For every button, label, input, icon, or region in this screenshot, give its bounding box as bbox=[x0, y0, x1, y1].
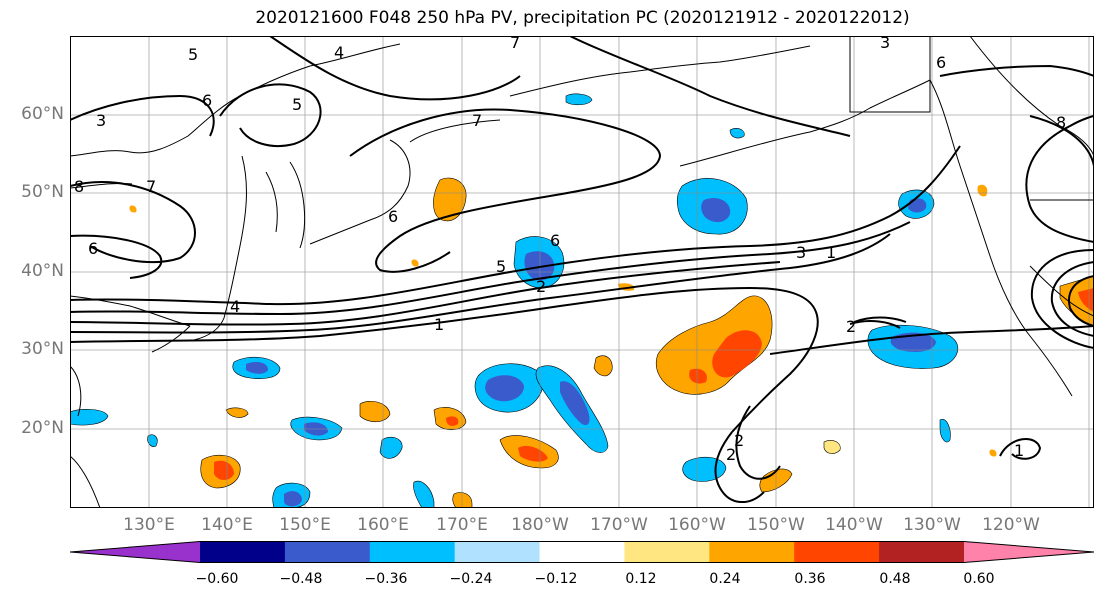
contour-label: 4 bbox=[334, 43, 344, 62]
contour-label: 2 bbox=[726, 445, 736, 464]
contour-labels: 5 4 7 3 6 8 7 6 6 5 4 6 5 2 1 3 1 2 2 6 … bbox=[74, 36, 1066, 464]
lat-label: 60°N bbox=[21, 104, 64, 124]
contour-label: 2 bbox=[846, 317, 856, 336]
colorbar-tick-label: −0.24 bbox=[449, 571, 493, 587]
colorbar-swatch bbox=[794, 541, 880, 563]
lon-label: 150°W bbox=[747, 515, 805, 535]
colorbar-swatch bbox=[879, 541, 965, 563]
lon-label: 170°W bbox=[590, 515, 648, 535]
graticule bbox=[70, 36, 1094, 508]
contour-label: 5 bbox=[292, 95, 302, 114]
lat-label: 50°N bbox=[21, 182, 64, 202]
lat-label: 30°N bbox=[21, 339, 64, 359]
lon-label: 150°E bbox=[279, 515, 331, 535]
coastlines bbox=[70, 36, 1094, 508]
lon-label: 120°W bbox=[982, 515, 1040, 535]
contour-label: 8 bbox=[1056, 113, 1066, 132]
colorbar-tick-label: 0.48 bbox=[879, 571, 911, 587]
contour-label: 2 bbox=[536, 277, 546, 296]
contour-label: 6 bbox=[202, 91, 212, 110]
colorbar-swatch bbox=[709, 541, 795, 563]
colorbar-swatch bbox=[454, 541, 541, 563]
colorbar-swatch bbox=[964, 541, 1094, 563]
map-canvas: 5 4 7 3 6 8 7 6 6 5 4 6 5 2 1 3 1 2 2 6 … bbox=[70, 36, 1094, 508]
colorbar-swatch bbox=[200, 541, 286, 563]
colorbar-tick-label: −0.48 bbox=[279, 571, 323, 587]
lon-label: 140°E bbox=[201, 515, 253, 535]
contour-label: 6 bbox=[388, 207, 398, 226]
colorbar-tick-label: −0.60 bbox=[195, 571, 239, 587]
colorbar-swatch bbox=[624, 541, 710, 563]
lon-label: 160°W bbox=[668, 515, 726, 535]
colorbar-tick-label: −0.12 bbox=[534, 571, 578, 587]
contour-label: 3 bbox=[796, 243, 806, 262]
contour-label: 7 bbox=[510, 36, 520, 52]
contour-label: 3 bbox=[96, 111, 106, 130]
colorbar-tick-label: 0.24 bbox=[709, 571, 741, 587]
contour-label: 1 bbox=[826, 243, 836, 262]
colorbar-swatch bbox=[539, 541, 625, 563]
contour-label: 6 bbox=[550, 231, 560, 250]
lon-label: 130°W bbox=[903, 515, 961, 535]
map-frame bbox=[70, 36, 1094, 508]
colorbar bbox=[70, 541, 1094, 563]
contour-label: 5 bbox=[496, 257, 506, 276]
lon-label: 140°W bbox=[825, 515, 883, 535]
contour-label: 2 bbox=[734, 431, 744, 450]
contour-label: 7 bbox=[146, 177, 156, 196]
colorbar-swatch bbox=[70, 541, 200, 563]
contour-label: 7 bbox=[472, 111, 482, 130]
lat-label: 20°N bbox=[21, 418, 64, 438]
map-title: 2020121600 F048 250 hPa PV, precipitatio… bbox=[255, 8, 910, 28]
lon-label: 130°E bbox=[123, 515, 175, 535]
lon-label: 160°E bbox=[357, 515, 409, 535]
contour-label: 5 bbox=[188, 45, 198, 64]
contour-label: 8 bbox=[74, 177, 84, 196]
contour-label: 3 bbox=[880, 36, 890, 52]
colorbar-swatch bbox=[284, 541, 371, 563]
lon-label: 170°E bbox=[436, 515, 488, 535]
precip-shading bbox=[70, 93, 1094, 508]
lon-label: 180°W bbox=[511, 515, 569, 535]
colorbar-tick-label: −0.36 bbox=[364, 571, 408, 587]
colorbar-tick-label: 0.60 bbox=[963, 571, 995, 587]
map-panel: 5 4 7 3 6 8 7 6 6 5 4 6 5 2 1 3 1 2 2 6 … bbox=[70, 36, 1094, 508]
contour-label: 1 bbox=[434, 315, 444, 334]
contour-label: 1 bbox=[1014, 441, 1024, 460]
pv-contours bbox=[70, 36, 1094, 503]
contour-label: 6 bbox=[88, 239, 98, 258]
lat-label: 40°N bbox=[21, 261, 64, 281]
precip-anomaly-positive bbox=[433, 177, 467, 222]
colorbar-outline bbox=[70, 541, 1094, 563]
contour-label: 4 bbox=[230, 297, 240, 316]
colorbar-swatch bbox=[369, 541, 456, 563]
contour-label: 6 bbox=[936, 53, 946, 72]
colorbar-tick-label: 0.36 bbox=[794, 571, 826, 587]
colorbar-tick-label: 0.12 bbox=[625, 571, 657, 587]
